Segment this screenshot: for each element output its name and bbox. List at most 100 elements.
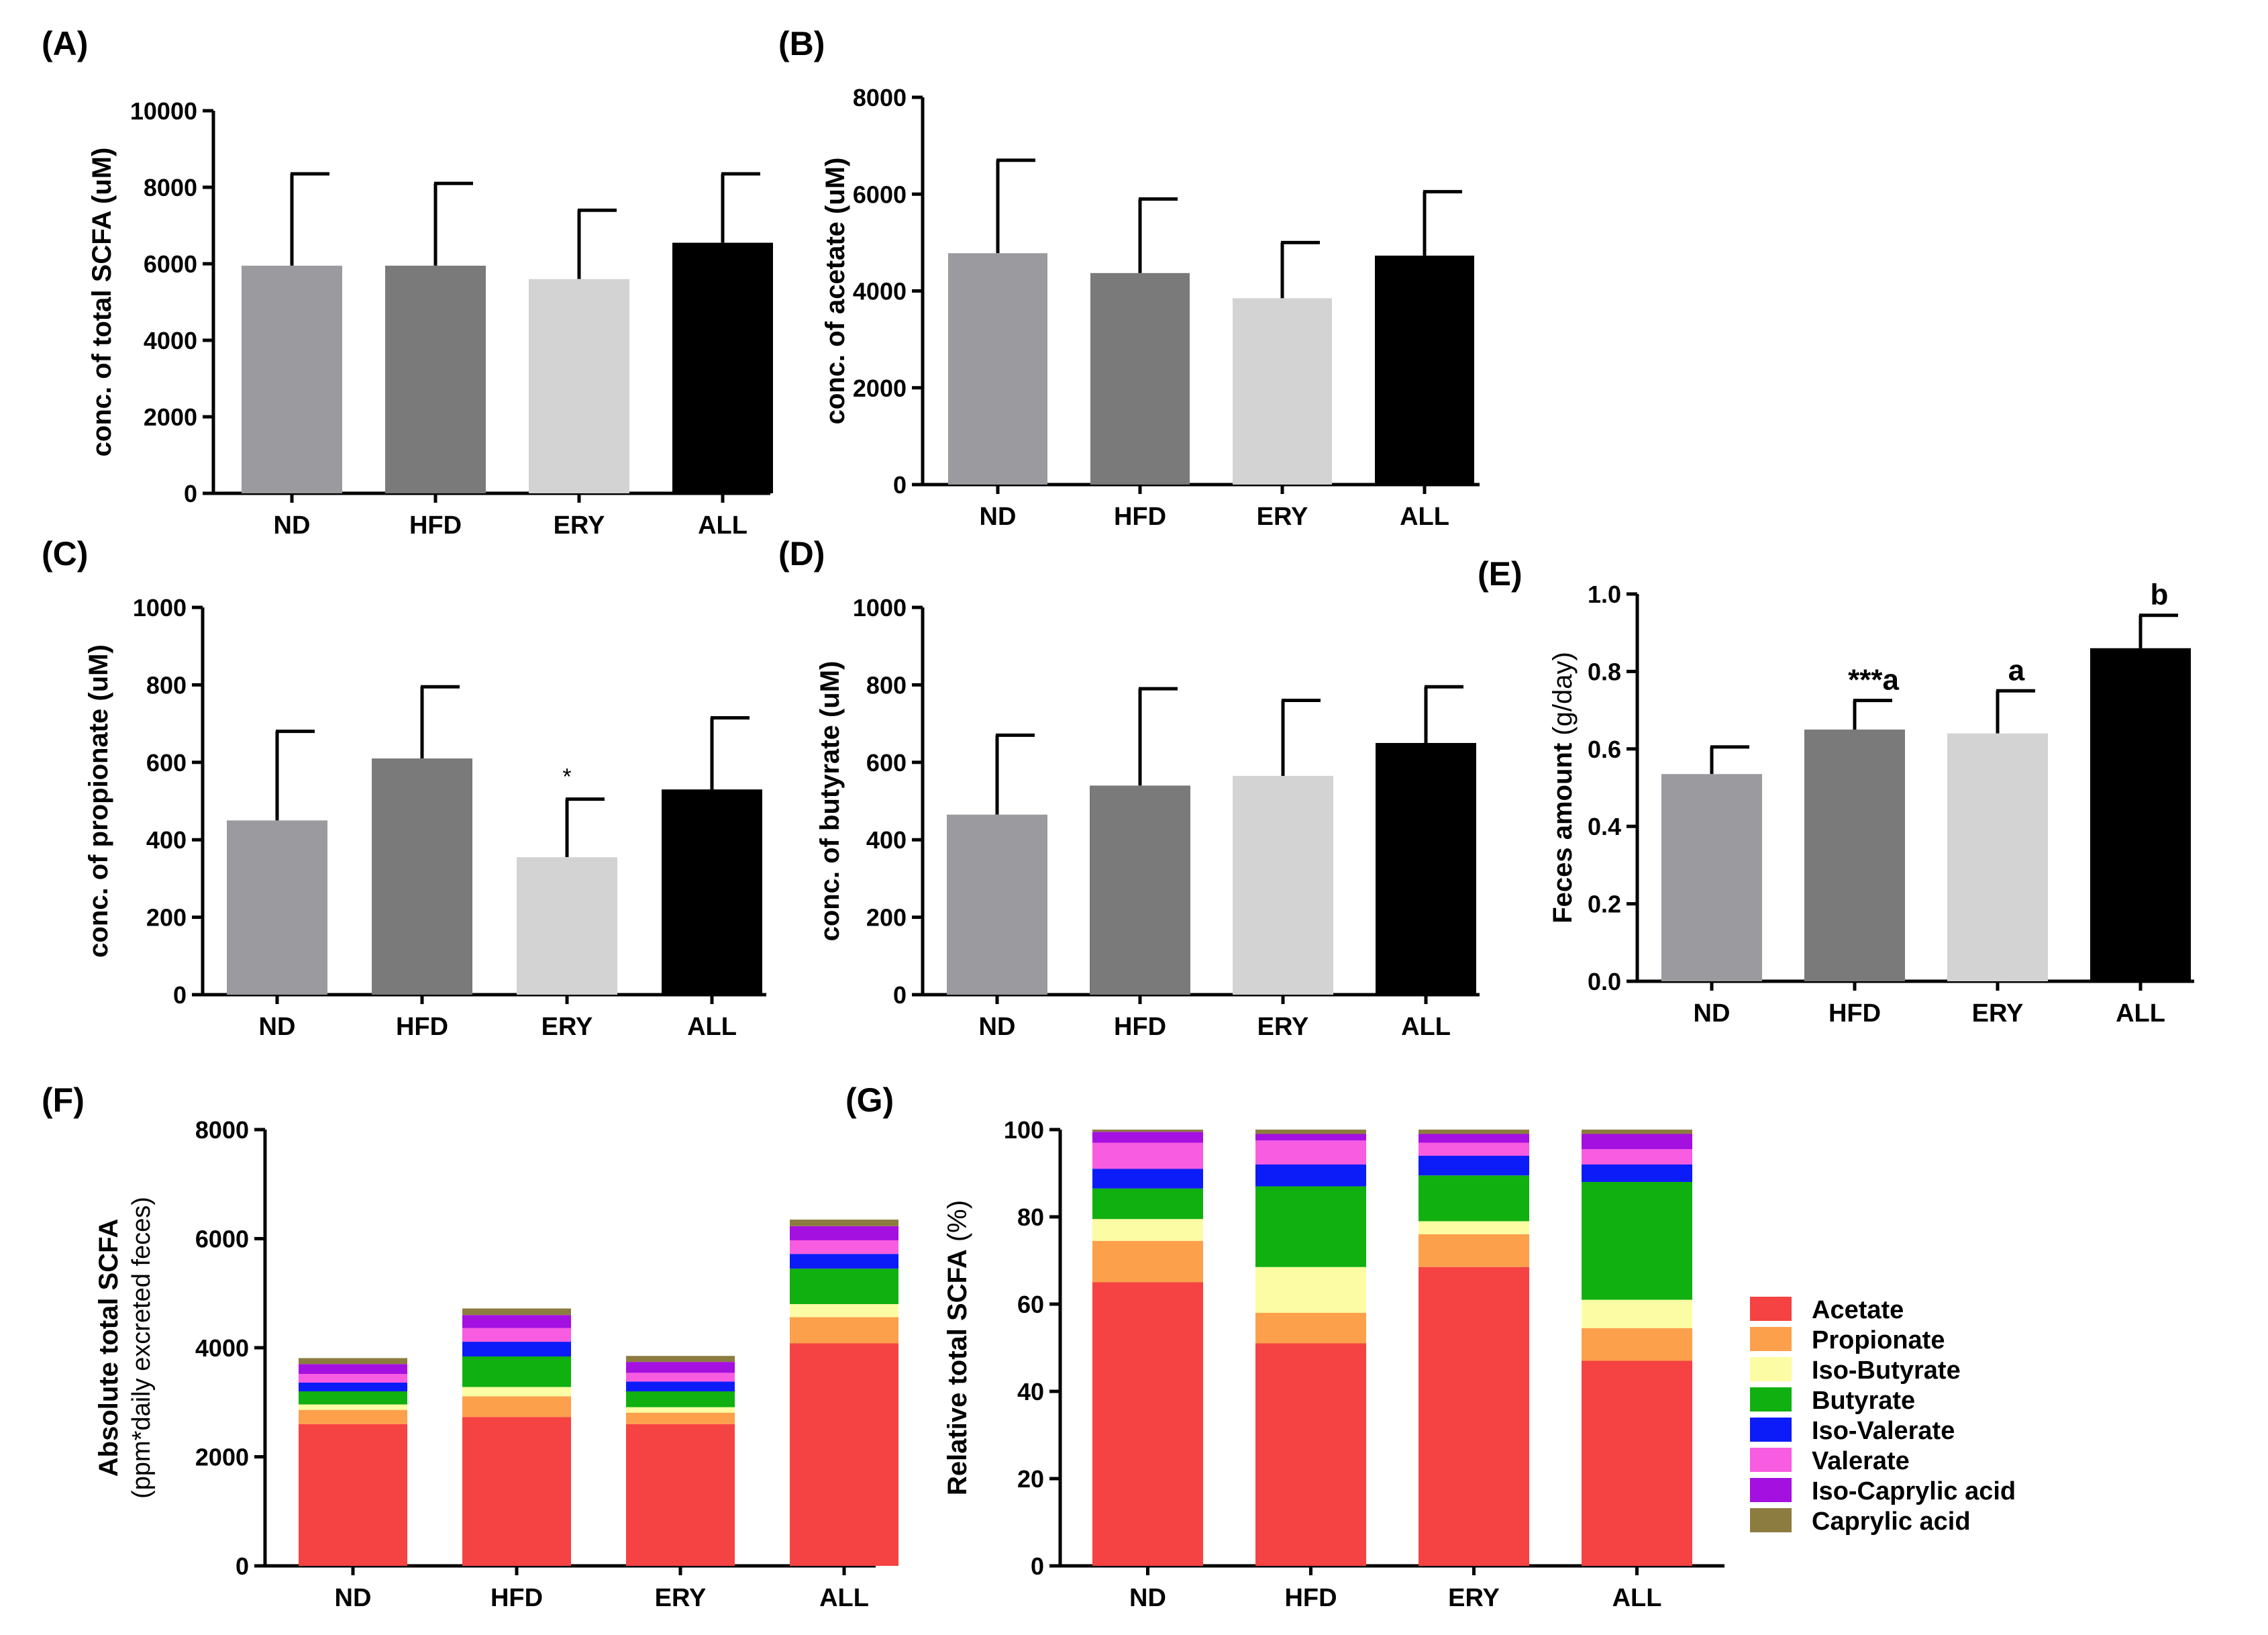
chart-panel-0: (A) 0 2000 4000 6000 8000 10000 ND HFD ERY ALL conc… <box>42 25 773 540</box>
bar-all <box>672 242 773 493</box>
legend-label: Propionate <box>1812 1326 1945 1354</box>
bar-ery <box>517 857 617 995</box>
x-tick-label: ERY <box>1257 503 1308 531</box>
x-tick-label: HFD <box>1114 1013 1166 1041</box>
y-tick-label: 800 <box>146 671 187 699</box>
y-tick-label: 40 <box>1017 1378 1044 1405</box>
panel-label: (A) <box>42 25 88 62</box>
x-tick-label: ERY <box>542 1013 593 1041</box>
bar-segment-butyrate <box>1255 1186 1366 1267</box>
y-tick-label: 1000 <box>133 594 187 622</box>
significance-marker: * <box>562 764 571 790</box>
bar-segment-caplyric-acid <box>1092 1130 1203 1132</box>
bar-segment-valerate <box>626 1373 735 1382</box>
y-axis-label: conc. of propionate (uM) <box>84 644 113 958</box>
legend-swatch <box>1750 1297 1792 1321</box>
y-tick-label: 6000 <box>853 181 907 208</box>
y-tick-label: 10000 <box>130 97 197 125</box>
bar-hfd <box>372 758 472 995</box>
x-tick-label: HFD <box>396 1013 448 1041</box>
y-tick-label: 8000 <box>144 174 197 201</box>
bar-segment-iso-valerate <box>1419 1156 1529 1176</box>
bar-segment-iso-caplyric-acid <box>626 1362 735 1373</box>
bar-segment-caplyric-acid <box>790 1220 898 1226</box>
x-tick-label: ND <box>274 511 311 540</box>
bar-segment-acetate <box>1419 1267 1529 1566</box>
x-tick-label: ALL <box>819 1584 869 1612</box>
y-tick-label: 400 <box>146 826 187 854</box>
bar-segment-acetate <box>299 1424 407 1566</box>
bar-nd <box>948 253 1047 485</box>
y-axis-label-main: Relative total SCFA <box>943 1249 972 1495</box>
legend-swatch <box>1750 1387 1792 1411</box>
chart-panel-2: (C) 0 200 400 600 800 1000 ND HFD ERY ALL * conc. of… <box>42 535 766 1041</box>
x-tick-label: HFD <box>491 1584 543 1612</box>
bar-segment-propionate <box>462 1396 571 1418</box>
bar-segment-propionate <box>299 1409 407 1424</box>
y-tick-label: 0.8 <box>1588 658 1621 685</box>
bar-segment-iso-caplyric-acid <box>1419 1134 1529 1143</box>
x-tick-label: HFD <box>409 511 462 540</box>
x-tick-label: ND <box>980 503 1017 531</box>
bar-segment-iso-valerate <box>1255 1165 1366 1187</box>
chart-panel-1: (B) 0 2000 4000 6000 8000 ND HFD ERY ALL conc. of … <box>778 25 1480 531</box>
bar-segment-iso-valerate <box>1582 1165 1692 1182</box>
bar-segment-butyrate <box>1582 1182 1692 1300</box>
x-tick-label: HFD <box>1284 1584 1337 1612</box>
y-tick-label: 4000 <box>144 327 197 354</box>
y-tick-label: 6000 <box>144 250 197 278</box>
y-tick-label: 0.6 <box>1588 736 1621 763</box>
bar-segment-propionate <box>1419 1234 1529 1267</box>
bar-segment-acetate <box>626 1424 735 1566</box>
x-tick-label: HFD <box>1828 999 1881 1028</box>
bar-hfd <box>1804 729 1905 981</box>
legend-swatch <box>1750 1478 1792 1502</box>
bar-segment-iso-butyrate <box>299 1404 407 1410</box>
y-tick-label: 8000 <box>853 84 907 111</box>
bar-segment-iso-caplyric-acid <box>790 1226 898 1240</box>
panel-label: (E) <box>1478 555 1523 593</box>
bar-segment-valerate <box>1092 1142 1203 1169</box>
significance-letter: ***a <box>1848 664 1899 697</box>
y-tick-label: 2000 <box>853 375 907 402</box>
bar-segment-caplyric-acid <box>1255 1130 1366 1134</box>
bar-nd <box>242 265 342 493</box>
y-axis-label: Relative total SCFA (%) <box>943 1200 972 1495</box>
y-tick-label: 0 <box>893 981 907 1009</box>
bar-segment-valerate <box>790 1240 898 1254</box>
y-tick-label: 1000 <box>853 594 907 622</box>
y-axis-label: conc. of butyrate (uM) <box>815 661 845 942</box>
bar-segment-valerate <box>1419 1142 1529 1156</box>
y-tick-label: 2000 <box>195 1444 249 1471</box>
bar-segment-acetate <box>462 1417 571 1566</box>
bar-ery <box>1233 775 1333 995</box>
bar-ery <box>1947 733 2048 981</box>
x-tick-label: ND <box>335 1584 372 1612</box>
y-tick-label: 400 <box>866 826 907 854</box>
bar-segment-acetate <box>1582 1360 1692 1566</box>
legend-label: Iso-Butyrate <box>1812 1356 1961 1385</box>
bar-ery <box>529 279 629 493</box>
y-axis-label: conc. of total SCFA (uM) <box>87 148 117 457</box>
x-tick-label: ND <box>1694 999 1731 1028</box>
bar-segment-valerate <box>1255 1140 1366 1165</box>
y-tick-label: 4000 <box>195 1334 249 1362</box>
y-tick-label: 2000 <box>144 403 197 431</box>
panel-label: (D) <box>778 535 825 573</box>
y-tick-label: 800 <box>866 671 907 699</box>
bar-segment-valerate <box>1582 1149 1692 1165</box>
bar-segment-acetate <box>790 1343 898 1566</box>
bar-segment-iso-butyrate <box>790 1304 898 1318</box>
y-axis-unit: (ppm*daily excreted feces) <box>127 1197 156 1499</box>
x-tick-label: ERY <box>655 1584 707 1612</box>
bar-hfd <box>1090 272 1190 485</box>
chart-panel-3: (D) 0 200 400 600 800 1000 ND HFD ERY ALL conc. of … <box>778 535 1480 1041</box>
bar-segment-propionate <box>1582 1328 1692 1361</box>
bar-all <box>2090 648 2191 981</box>
x-tick-label: ND <box>979 1013 1016 1041</box>
legend-swatch <box>1750 1508 1792 1532</box>
y-tick-label: 0 <box>236 1552 249 1580</box>
bar-nd <box>947 814 1047 995</box>
panel-label: (B) <box>778 25 825 62</box>
